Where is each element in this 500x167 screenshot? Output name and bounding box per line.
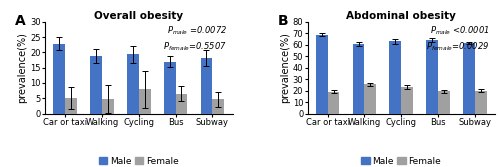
Bar xyxy=(328,92,340,114)
Title: Overall obesity: Overall obesity xyxy=(94,11,184,21)
Bar xyxy=(200,58,212,114)
Bar xyxy=(426,40,438,114)
Text: B: B xyxy=(278,14,288,28)
Bar xyxy=(176,94,188,114)
Bar xyxy=(139,89,150,114)
Legend: Male, Female: Male, Female xyxy=(96,153,182,167)
Bar xyxy=(463,43,475,114)
Legend: Male, Female: Male, Female xyxy=(358,153,444,167)
Bar xyxy=(475,91,486,114)
Y-axis label: prevalence(%): prevalence(%) xyxy=(280,32,290,103)
Bar xyxy=(390,41,402,114)
Bar xyxy=(127,54,139,114)
Bar xyxy=(164,61,175,114)
Bar xyxy=(102,99,114,114)
Bar xyxy=(90,56,102,114)
Bar xyxy=(364,84,376,114)
Bar xyxy=(65,98,77,114)
Text: $P_{male}$ =0.0072
$P_{female}$=0.5507: $P_{male}$ =0.0072 $P_{female}$=0.5507 xyxy=(163,25,227,53)
Title: Abdominal obesity: Abdominal obesity xyxy=(346,11,456,21)
Bar xyxy=(352,44,364,114)
Bar xyxy=(316,35,328,114)
Bar xyxy=(438,91,450,114)
Bar xyxy=(402,87,413,114)
Text: A: A xyxy=(15,14,26,28)
Bar xyxy=(212,99,224,114)
Y-axis label: prevalence(%): prevalence(%) xyxy=(18,32,28,103)
Text: $P_{male}$ <0.0001
$P_{female}$=0.0029: $P_{male}$ <0.0001 $P_{female}$=0.0029 xyxy=(426,25,490,53)
Bar xyxy=(54,44,65,114)
